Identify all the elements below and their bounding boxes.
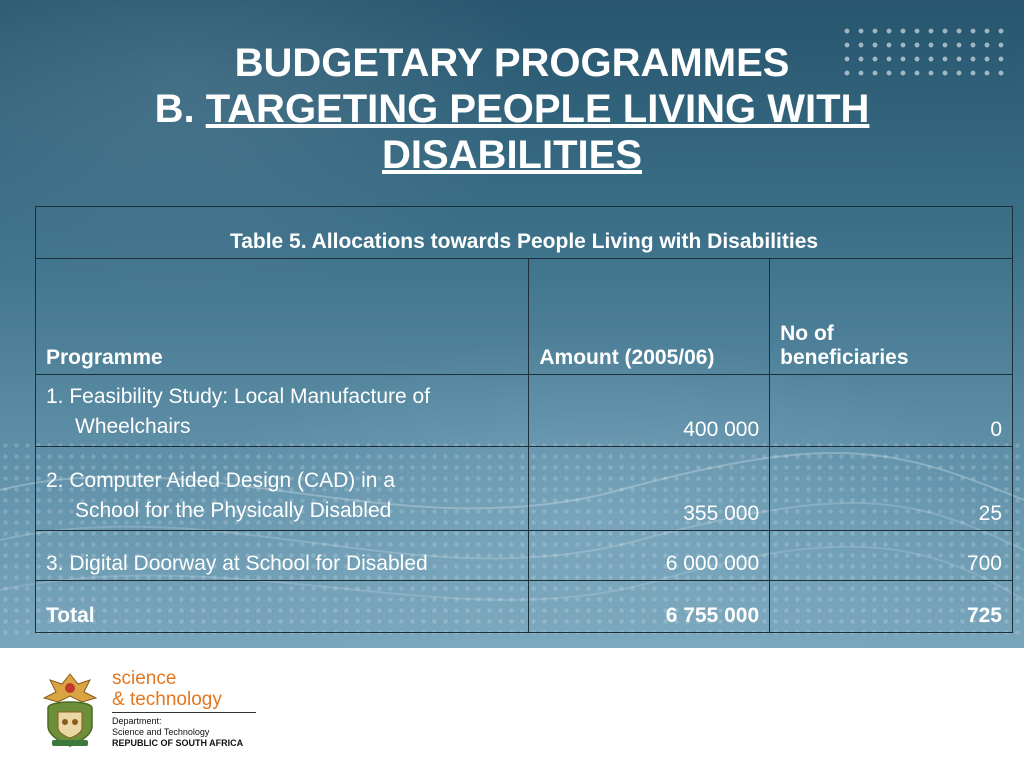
table-caption-row: Table 5. Allocations towards People Livi… [35, 206, 1013, 259]
dept-line-3: REPUBLIC OF SOUTH AFRICA [112, 738, 244, 748]
table-total-row: Total 6 755 000 725 [34, 580, 1013, 633]
dept-line-1: Department: [112, 716, 162, 726]
title-line-2: B. TARGETING PEOPLE LIVING WITH [0, 86, 1024, 132]
title-prefix: B. [154, 87, 206, 131]
department-text: Department: Science and Technology REPUB… [112, 716, 243, 749]
brand-line-1: science [112, 668, 177, 689]
table-header-row: Programme Amount (2005/06) No of benefic… [34, 258, 1013, 375]
slide-title: BUDGETARY PROGRAMMES B. TARGETING PEOPLE… [0, 40, 1024, 178]
cell-programme: 1. Feasibility Study: Local Manufacture … [34, 374, 530, 447]
header-beneficiaries-line2: beneficiaries [780, 346, 909, 369]
cell-beneficiaries: 0 [769, 374, 1013, 447]
brand-line-2: & technology [112, 689, 222, 710]
total-label: Total [34, 580, 530, 633]
title-subject-cont: DISABILITIES [381, 133, 643, 177]
programme-line2: School for the Physically Disabled [75, 499, 392, 522]
dept-line-2: Science and Technology [112, 727, 210, 737]
programme-text: 1. Feasibility Study: Local Manufacture … [46, 382, 518, 442]
title-subject: TARGETING PEOPLE LIVING WITH [205, 87, 870, 131]
table-row: 3. Digital Doorway at School for Disable… [34, 530, 1013, 581]
programme-line2: Wheelchairs [75, 415, 191, 438]
title-line-1: BUDGETARY PROGRAMMES [234, 41, 790, 85]
header-beneficiaries-line1: No of [780, 322, 834, 345]
brand-divider [112, 712, 256, 713]
table-row: 2. Computer Aided Design (CAD) in a Schoo… [34, 446, 1013, 531]
cell-amount: 355 000 [528, 446, 771, 531]
programme-line1: 1. Feasibility Study: Local Manufacture … [46, 385, 431, 408]
total-beneficiaries: 725 [769, 580, 1013, 633]
brand-logo-text: science & technology [112, 668, 222, 710]
header-amount: Amount (2005/06) [528, 258, 771, 375]
cell-beneficiaries: 700 [769, 530, 1013, 581]
total-amount: 6 755 000 [528, 580, 771, 633]
programme-text: 2. Computer Aided Design (CAD) in a Schoo… [46, 466, 518, 526]
allocations-table: Table 5. Allocations towards People Livi… [34, 206, 1013, 633]
programme-line1: 2. Computer Aided Design (CAD) in a [46, 469, 395, 492]
cell-programme: 3. Digital Doorway at School for Disable… [34, 530, 530, 581]
cell-programme: 2. Computer Aided Design (CAD) in a Schoo… [34, 446, 530, 531]
table-caption: Table 5. Allocations towards People Livi… [35, 206, 1013, 259]
table-row: 1. Feasibility Study: Local Manufacture … [34, 374, 1013, 447]
header-programme: Programme [34, 258, 530, 375]
header-beneficiaries: No of beneficiaries [769, 258, 1013, 375]
cell-amount: 400 000 [528, 374, 771, 447]
cell-amount: 6 000 000 [528, 530, 771, 581]
coat-of-arms-icon [42, 673, 98, 747]
title-line-3: DISABILITIES [0, 132, 1024, 178]
dot-pattern-decoration [840, 24, 1010, 84]
cell-beneficiaries: 25 [769, 446, 1013, 531]
footer-bar [0, 648, 1024, 768]
